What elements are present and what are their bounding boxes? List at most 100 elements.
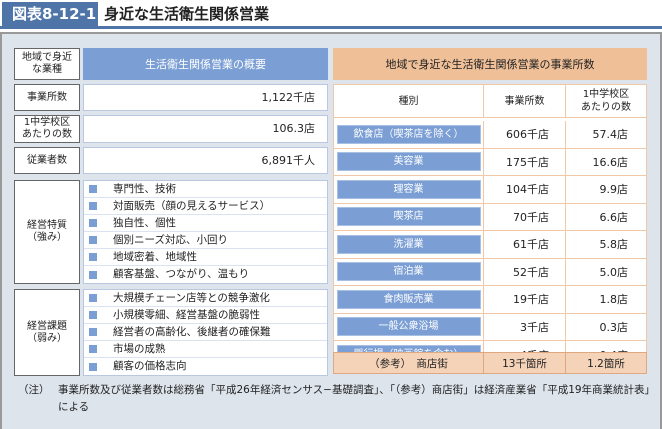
list-item-text: 顧客の価格志向: [113, 360, 187, 372]
type-tag: 美容業: [336, 152, 481, 172]
type-tag: 喫茶店: [336, 207, 481, 227]
strengths-list: 専門性、技術対面販売（顔の見えるサービス） 独自性、個性個別ニーズ対応、小回り 地域…: [83, 180, 328, 284]
list-item: 専門性、技術: [84, 181, 327, 198]
type-cell: 美容業: [334, 148, 484, 175]
count-cell: 61千店: [484, 231, 566, 258]
footnote-text: 事業所数及び従業者数は総務省「平成26年経済センサス−基礎調査」、「（参考）商店…: [58, 384, 650, 413]
per-school-cell: 9.9店: [599, 183, 629, 197]
list-item: 大規模チェーン店等との競争激化: [84, 290, 327, 307]
reference-count: 13千箇所: [484, 353, 566, 373]
reference-per-school: 1.2箇所: [587, 357, 625, 370]
per-school-cell: 0.3店: [599, 320, 629, 334]
table-row: 喫茶店 70千店 6.6店: [334, 203, 646, 231]
type-cell: 宿泊業: [334, 258, 484, 285]
list-item-text: 小規模零細、経営基盤の脆弱性: [113, 308, 260, 321]
type-cell: 飲食店（喫茶店を除く）: [334, 121, 484, 148]
list-item: 個別ニーズ対応、小回り: [84, 232, 327, 249]
column-header-per-school: 1中学校区 あたりの数: [581, 89, 631, 113]
square-bullet-icon: [89, 270, 97, 279]
square-bullet-icon: [89, 311, 97, 319]
type-tag: 洗濯業: [336, 234, 481, 254]
type-cell: 喫茶店: [334, 203, 484, 230]
table-row: 一般公衆浴場 3千店 0.3店: [334, 313, 646, 341]
square-bullet-icon: [89, 202, 97, 210]
table-header-row: 種別 事業所数 1中学校区 あたりの数: [334, 85, 646, 118]
list-item-text: 経営者の高齢化、後継者の確保難: [113, 325, 271, 338]
column-header-count: 事業所数: [484, 85, 566, 117]
corner-label: 地域で身近 な業種: [14, 48, 80, 80]
list-item: 経営者の高齢化、後継者の確保難: [84, 324, 327, 341]
row-label-employees: 従業者数: [14, 147, 80, 174]
table-row: 宿泊業 52千店 5.0店: [334, 258, 646, 286]
list-item: 市場の成熟: [84, 341, 327, 358]
type-tag: 宿泊業: [336, 262, 481, 282]
type-cell: 一般公衆浴場: [334, 313, 484, 340]
figure-title: 身近な生活衛生関係営業: [104, 5, 270, 23]
table-row: 美容業 175千店 16.6店: [334, 148, 646, 176]
value-establishments: 1,122千店: [83, 84, 328, 111]
table-row: 飲食店（喫茶店を除く） 606千店 57.4店: [334, 121, 646, 149]
reference-type: （参考） 商店街: [334, 353, 484, 373]
establishments-table: 種別 事業所数 1中学校区 あたりの数 飲食店（喫茶店を除く） 606千店 57.4…: [333, 84, 647, 369]
table-row: 食肉販売業 19千店 1.8店: [334, 286, 646, 314]
type-tag: 理容業: [336, 179, 481, 199]
figure-number: 図表8-12-1: [2, 2, 98, 26]
per-school-cell: 5.8店: [599, 238, 629, 252]
footnote: （注） 事業所数及び従業者数は総務省「平成26年経済センサス−基礎調査」、「（参…: [18, 382, 654, 416]
count-cell: 19千店: [484, 286, 566, 313]
column-header-type: 種別: [334, 85, 484, 117]
type-cell: 洗濯業: [334, 231, 484, 258]
row-label-per-school: 1中学校区 あたりの数: [14, 115, 80, 143]
list-item: 対面販売（顔の見えるサービス）: [84, 198, 327, 215]
row-label-establishments: 事業所数: [14, 84, 80, 111]
overview-heading: 生活衛生関係営業の概要: [83, 48, 328, 80]
per-school-cell: 1.8店: [599, 293, 629, 307]
per-school-cell: 16.6店: [592, 155, 629, 169]
square-bullet-icon: [89, 219, 97, 227]
type-tag: 飲食店（喫茶店を除く）: [336, 124, 481, 144]
establishments-heading: 地域で身近な生活衛生関係営業の事業所数: [333, 48, 647, 80]
list-item-text: 顧客基盤、つながり、温もり: [113, 268, 250, 280]
table-row: 洗濯業 61千店 5.8店: [334, 231, 646, 259]
count-cell: 606千店: [484, 121, 566, 148]
list-item-text: 独自性、個性: [113, 216, 176, 229]
list-item: 独自性、個性: [84, 215, 327, 232]
per-school-cell: 6.6店: [599, 210, 629, 224]
list-item-text: 市場の成熟: [113, 342, 166, 355]
weaknesses-list: 大規模チェーン店等との競争激化 小規模零細、経営基盤の脆弱性 経営者の高齢化、後継者…: [83, 289, 328, 376]
list-item-text: 対面販売（顔の見えるサービス）: [113, 199, 271, 212]
count-cell: 104千店: [484, 176, 566, 203]
list-item: 地域密着、地域性: [84, 249, 327, 266]
type-cell: 理容業: [334, 176, 484, 203]
square-bullet-icon: [89, 294, 97, 302]
strengths-label: 経営特質 （強み）: [14, 180, 80, 284]
list-item-text: 専門性、技術: [113, 182, 176, 195]
type-tag: 一般公衆浴場: [336, 317, 481, 337]
square-bullet-icon: [89, 328, 97, 336]
square-bullet-icon: [89, 362, 97, 371]
per-school-cell: 5.0店: [599, 265, 629, 279]
list-item: 顧客の価格志向: [84, 358, 327, 375]
count-cell: 3千店: [484, 313, 566, 340]
count-cell: 175千店: [484, 148, 566, 175]
list-item-text: 大規模チェーン店等との競争激化: [113, 291, 270, 304]
square-bullet-icon: [89, 236, 97, 244]
count-cell: 52千店: [484, 258, 566, 285]
type-tag: 食肉販売業: [336, 289, 481, 309]
weaknesses-label: 経営課題 （弱み）: [14, 289, 80, 376]
reference-row: （参考） 商店街 13千箇所 1.2箇所: [333, 352, 647, 374]
value-employees: 6,891千人: [83, 147, 328, 174]
count-cell: 70千店: [484, 203, 566, 230]
footnote-marker: （注）: [18, 384, 50, 396]
header-divider: [0, 26, 662, 29]
list-item-text: 個別ニーズ対応、小回り: [113, 233, 228, 246]
list-item: 顧客基盤、つながり、温もり: [84, 266, 327, 283]
type-cell: 食肉販売業: [334, 286, 484, 313]
value-per-school: 106.3店: [83, 115, 328, 143]
list-item-text: 地域密着、地域性: [113, 250, 197, 263]
square-bullet-icon: [89, 185, 97, 193]
table-row: 理容業 104千店 9.9店: [334, 176, 646, 204]
per-school-cell: 57.4店: [592, 128, 629, 142]
list-item: 小規模零細、経営基盤の脆弱性: [84, 307, 327, 324]
square-bullet-icon: [89, 345, 97, 353]
